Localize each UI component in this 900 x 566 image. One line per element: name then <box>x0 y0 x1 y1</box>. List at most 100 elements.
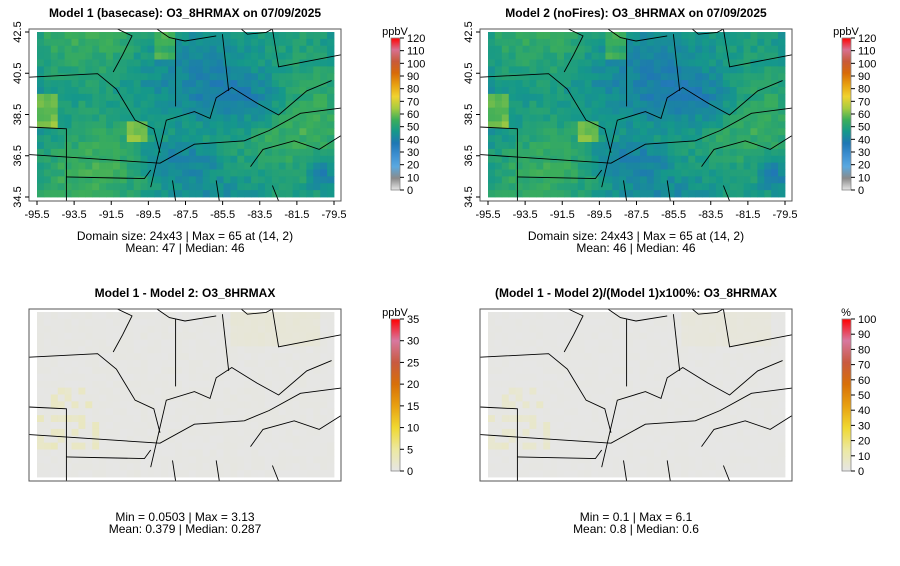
grid-cell <box>536 87 544 95</box>
grid-cell <box>112 325 121 334</box>
grid-cell <box>264 155 273 164</box>
grid-cell <box>188 470 197 478</box>
grid-cell <box>488 155 496 164</box>
grid-cell <box>563 155 572 164</box>
grid-cell <box>543 38 551 47</box>
grid-cell <box>244 463 252 471</box>
grid-cell <box>695 128 703 136</box>
grid-cell <box>244 183 252 191</box>
grid-cell <box>550 45 558 54</box>
grid-cell <box>501 380 510 389</box>
grid-cell <box>168 59 176 67</box>
grid-cell <box>78 353 86 361</box>
grid-cell <box>140 107 148 115</box>
grid-cell <box>577 59 586 67</box>
grid-cell <box>695 142 703 150</box>
grid-cell <box>313 162 321 170</box>
grid-cell <box>536 380 544 389</box>
grid-cell <box>550 135 558 143</box>
grid-cell <box>688 373 696 382</box>
grid-cell <box>168 135 176 143</box>
grid-cell <box>584 87 593 95</box>
grid-cell <box>230 415 238 423</box>
grid-cell <box>736 360 744 368</box>
grid-cell <box>529 312 537 320</box>
grid-cell <box>522 169 530 177</box>
grid-cell <box>327 45 335 54</box>
grid-cell <box>646 312 655 320</box>
grid-cell <box>327 387 335 395</box>
grid-cell <box>667 373 675 382</box>
grid-cell <box>605 415 613 423</box>
grid-cell <box>202 59 211 67</box>
grid-cell <box>688 66 696 74</box>
grid-cell <box>667 93 675 102</box>
grid-cell <box>646 318 655 327</box>
grid-cell <box>313 190 321 198</box>
grid-cell <box>223 52 231 60</box>
grid-cell <box>244 456 252 464</box>
grid-cell <box>488 428 496 437</box>
grid-cell <box>619 93 627 102</box>
grid-cell <box>646 360 655 368</box>
grid-cell <box>633 80 641 88</box>
grid-cell <box>778 339 786 347</box>
grid-cell <box>64 463 72 471</box>
grid-cell <box>278 325 287 334</box>
grid-cell <box>147 332 155 340</box>
grid-cell <box>695 422 703 430</box>
grid-cell <box>743 66 751 74</box>
grid-cell <box>244 32 252 40</box>
grid-cell <box>515 87 523 95</box>
grid-cell <box>667 114 675 122</box>
state-border <box>112 309 133 353</box>
grid-cell <box>271 169 280 177</box>
grid-cell <box>501 353 510 361</box>
grid-cell <box>182 93 190 102</box>
grid-cell <box>237 353 245 361</box>
grid-cell <box>529 100 537 109</box>
grid-cell <box>619 332 627 340</box>
grid-cell <box>515 325 523 334</box>
grid-cell <box>570 380 579 389</box>
grid-cell <box>119 387 128 395</box>
grid-cell <box>50 442 59 450</box>
grid-cell <box>126 128 135 136</box>
grid-cell <box>126 155 135 164</box>
grid-cell <box>577 408 586 416</box>
grid-cell <box>619 38 627 47</box>
grid-cell <box>722 346 731 354</box>
grid-cell <box>175 45 183 54</box>
grid-cell <box>591 449 599 457</box>
grid-cell <box>550 121 558 129</box>
grid-cell <box>522 380 530 389</box>
grid-cell <box>78 449 86 457</box>
grid-cell <box>536 408 544 416</box>
grid-cell <box>99 380 107 389</box>
grid-cell <box>64 73 72 81</box>
grid-cell <box>320 38 328 47</box>
grid-cell <box>757 121 765 129</box>
grid-cell <box>709 45 717 54</box>
grid-cell <box>43 312 52 320</box>
grid-cell <box>71 45 79 54</box>
grid-cell <box>543 45 551 54</box>
grid-cell <box>140 38 148 47</box>
grid-cell <box>715 107 724 115</box>
grid-cell <box>313 463 321 471</box>
state-borders <box>480 29 792 201</box>
grid-cell <box>175 312 183 320</box>
grid-cell <box>37 52 45 60</box>
grid-cell <box>64 100 72 109</box>
grid-cell <box>667 80 675 88</box>
grid-cell <box>168 428 176 437</box>
grid-cell <box>216 353 224 361</box>
grid-cell <box>154 66 162 74</box>
grid-cell <box>133 367 142 375</box>
grid-cell <box>515 318 523 327</box>
grid-cell <box>202 135 211 143</box>
grid-cell <box>126 435 135 444</box>
grid-cell <box>285 169 293 177</box>
grid-cell <box>771 422 779 430</box>
grid-cell <box>605 428 613 437</box>
